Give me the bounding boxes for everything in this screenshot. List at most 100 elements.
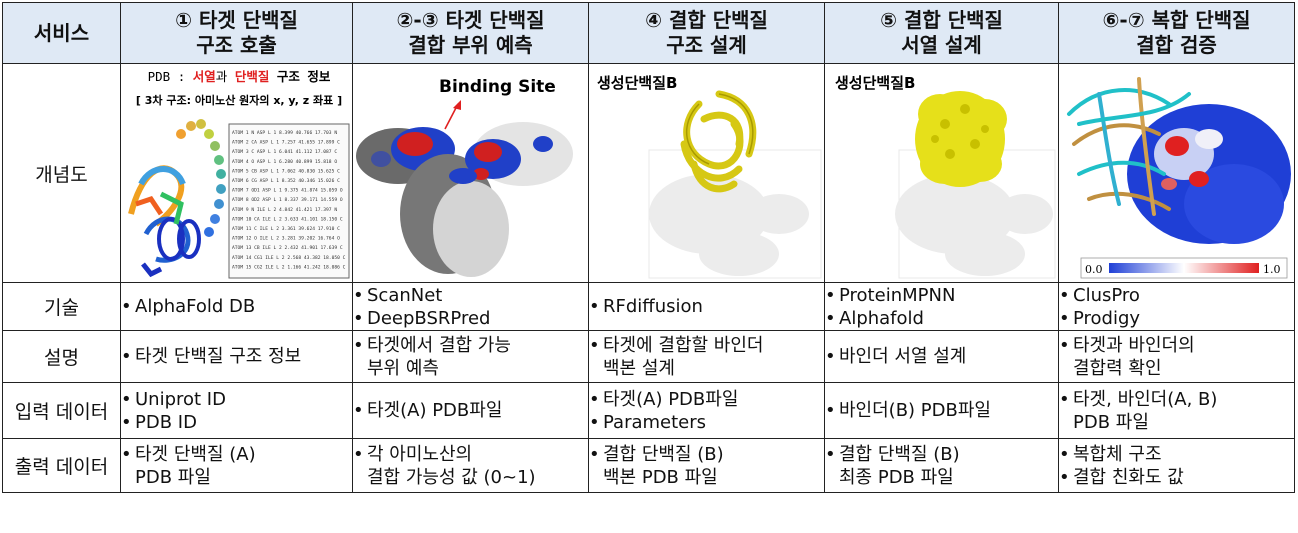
header-row: 서비스 ① 타겟 단백질 구조 호출 ②-③ 타겟 단백질 결합 부위 예측 ④ 결… xyxy=(2,2,1295,64)
input-step-2-3: 타겟(A) PDB파일 xyxy=(352,382,589,439)
target-ghost-2 xyxy=(895,174,1053,276)
list-item: 결합 단백질 (B)최종 PDB 파일 xyxy=(825,443,1058,489)
concept-step-4: 생성단백질B xyxy=(588,63,825,283)
concept-row: 개념도 PDB : 서열과 단백질 구조 정보 [ 3차 구조: 아미노산 원자… xyxy=(2,63,1295,283)
atom-record-line: ATOM 11 C ILE L 2 3.361 39.624 17.910 C xyxy=(232,226,340,232)
list-item: ProteinMPNN xyxy=(825,284,1058,307)
atom-records: ATOM 1 N ASP L 1 8.399 40.766 17.703 N AT… xyxy=(232,130,346,270)
tech-step-5: ProteinMPNNAlphafold xyxy=(824,282,1059,331)
list-item: Prodigy xyxy=(1059,307,1294,330)
desc-step-1: 타겟 단백질 구조 정보 xyxy=(120,330,353,383)
desc-step-5: 바인더 서열 설계 xyxy=(824,330,1059,383)
atom-record-line: ATOM 1 N ASP L 1 8.399 40.766 17.703 N xyxy=(232,130,337,136)
list-item: Uniprot ID xyxy=(121,388,352,411)
generated-protein-label-2: 생성단백질B xyxy=(835,74,915,92)
concept-step-2-3: Binding Site xyxy=(352,63,589,283)
atom-record-line: ATOM 6 CG ASP L 1 8.352 40.346 15.026 C xyxy=(232,178,340,184)
input-step-6-7: 타겟, 바인더(A, B)PDB 파일 xyxy=(1058,382,1295,439)
atom-record-line: ATOM 3 C ASP L 1 6.041 41.112 17.087 C xyxy=(232,149,337,155)
list-item: 타겟, 바인더(A, B)PDB 파일 xyxy=(1059,388,1294,434)
input-step-1: Uniprot IDPDB ID xyxy=(120,382,353,439)
tech-step-1: AlphaFold DB xyxy=(120,282,353,331)
row-label-tech: 기술 xyxy=(2,282,121,331)
atom-record-line: ATOM 8 OD2 ASP L 1 8.337 39.171 14.559 O xyxy=(232,197,343,203)
atom-record-line: ATOM 5 CB ASP L 1 7.062 40.830 15.625 C xyxy=(232,168,340,174)
header-step-5: ⑤ 결합 단백질 서열 설계 xyxy=(824,2,1059,64)
atom-record-line: ATOM 4 O ASP L 1 6.280 40.899 15.818 O xyxy=(232,159,337,165)
concept-step-1: PDB : 서열과 단백질 구조 정보 [ 3차 구조: 아미노산 원자의 x,… xyxy=(120,63,353,283)
tech-step-6-7: ClusProProdigy xyxy=(1058,282,1295,331)
atom-record-box xyxy=(228,123,350,279)
output-step-4: 결합 단백질 (B)백본 PDB 파일 xyxy=(588,438,825,493)
binding-site-label: Binding Site xyxy=(439,77,556,97)
list-item: Parameters xyxy=(589,411,824,434)
pdb-subcaption: [ 3차 구조: 아미노산 원자의 x, y, z 좌표 ] xyxy=(136,93,342,107)
pipeline-table: 서비스 ① 타겟 단백질 구조 호출 ②-③ 타겟 단백질 결합 부위 예측 ④ 결… xyxy=(2,2,1295,493)
target-ghost xyxy=(649,174,809,276)
list-item: 타겟(A) PDB파일 xyxy=(589,388,824,411)
binder-backbone-figure: 생성단백질B xyxy=(597,74,822,279)
list-item: 복합체 구조 xyxy=(1059,443,1294,466)
list-item: DeepBSRPred xyxy=(353,307,588,330)
complex-surface xyxy=(1127,104,1291,244)
header-step-2-3: ②-③ 타겟 단백질 결합 부위 예측 xyxy=(352,2,589,64)
list-item: ClusPro xyxy=(1059,284,1294,307)
list-item: 바인더(B) PDB파일 xyxy=(825,399,1058,422)
list-item: 타겟 단백질 구조 정보 xyxy=(121,345,352,368)
row-label-input: 입력 데이터 xyxy=(2,382,121,439)
row-label-concept: 개념도 xyxy=(2,63,121,283)
protein-ribbon xyxy=(128,119,226,278)
atom-record-line: ATOM 13 CB ILE L 2 2.432 41.901 17.639 C xyxy=(232,245,343,251)
list-item: ScanNet xyxy=(353,284,588,307)
scale-max-label: 1.0 xyxy=(1263,263,1281,276)
atom-record-line: ATOM 7 OD1 ASP L 1 9.375 41.874 15.059 O xyxy=(232,188,343,194)
color-scale-bar xyxy=(1109,263,1259,273)
scale-min-label: 0.0 xyxy=(1085,263,1103,276)
header-service: 서비스 xyxy=(2,2,121,64)
row-label-desc: 설명 xyxy=(2,330,121,383)
pdb-caption: PDB : 서열과 단백질 구조 정보 xyxy=(148,69,331,84)
tech-step-4: RFdiffusion xyxy=(588,282,825,331)
complex-figure: 0.0 1.0 xyxy=(1067,77,1291,279)
list-item: 결합 단백질 (B)백본 PDB 파일 xyxy=(589,443,824,489)
target-surface xyxy=(356,122,573,277)
tech-row: 기술 AlphaFold DB ScanNetDeepBSRPred RFdif… xyxy=(2,282,1295,331)
concept-step-6-7: 0.0 1.0 xyxy=(1058,63,1295,283)
generated-protein-label: 생성단백질B xyxy=(597,74,677,92)
input-row: 입력 데이터 Uniprot IDPDB ID 타겟(A) PDB파일 타겟(A… xyxy=(2,382,1295,439)
atom-record-line: ATOM 15 CG2 ILE L 2 1.166 41.242 18.086 … xyxy=(232,264,346,270)
list-item: 타겟(A) PDB파일 xyxy=(353,399,588,422)
binder-surface xyxy=(915,91,1007,187)
binder-sequence-figure: 생성단백질B xyxy=(835,74,1056,279)
atom-record-line: ATOM 14 CG1 ILE L 2 2.568 43.382 18.050 … xyxy=(232,255,346,261)
pdb-structure-figure: PDB : 서열과 단백질 구조 정보 [ 3차 구조: 아미노산 원자의 x,… xyxy=(128,69,350,279)
output-step-1: 타겟 단백질 (A)PDB 파일 xyxy=(120,438,353,493)
list-item: PDB ID xyxy=(121,411,352,434)
list-item: Alphafold xyxy=(825,307,1058,330)
binder-ribbon-complex xyxy=(1067,77,1191,216)
row-label-output: 출력 데이터 xyxy=(2,438,121,493)
input-step-5: 바인더(B) PDB파일 xyxy=(824,382,1059,439)
atom-record-line: ATOM 9 N ILE L 2 4.842 41.421 17.397 N xyxy=(232,207,337,213)
header-step-1: ① 타겟 단백질 구조 호출 xyxy=(120,2,353,64)
concept-step-5: 생성단백질B xyxy=(824,63,1059,283)
binding-site-figure: Binding Site xyxy=(356,77,573,277)
output-step-6-7: 복합체 구조결합 친화도 값 xyxy=(1058,438,1295,493)
atom-record-line: ATOM 10 CA ILE L 2 3.633 41.101 18.150 C xyxy=(232,216,343,222)
list-item: 바인더 서열 설계 xyxy=(825,345,1058,368)
list-item: 타겟 단백질 (A)PDB 파일 xyxy=(121,443,352,489)
list-item: RFdiffusion xyxy=(589,295,824,318)
list-item: 결합 친화도 값 xyxy=(1059,466,1294,489)
atom-record-line: ATOM 12 O ILE L 2 3.281 39.202 16.764 O xyxy=(232,236,340,242)
input-step-4: 타겟(A) PDB파일Parameters xyxy=(588,382,825,439)
